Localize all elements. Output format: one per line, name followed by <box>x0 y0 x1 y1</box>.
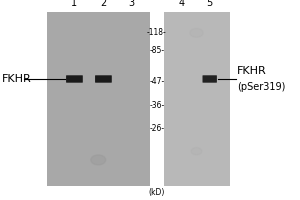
Bar <box>151 12 163 186</box>
Circle shape <box>191 148 202 155</box>
Text: -36-: -36- <box>149 101 164 110</box>
Text: -118-: -118- <box>147 28 167 37</box>
Text: -47-: -47- <box>149 77 164 86</box>
Text: FKHR: FKHR <box>237 66 267 76</box>
Text: 2: 2 <box>100 0 106 8</box>
Text: -26-: -26- <box>149 124 164 133</box>
FancyBboxPatch shape <box>202 75 217 83</box>
FancyBboxPatch shape <box>66 75 83 83</box>
Bar <box>46 12 150 186</box>
Circle shape <box>190 28 203 37</box>
Text: (kD): (kD) <box>148 188 165 197</box>
Text: -85-: -85- <box>149 46 164 55</box>
Text: 3: 3 <box>128 0 134 8</box>
Text: FKHR: FKHR <box>2 74 31 84</box>
Bar <box>164 12 230 186</box>
FancyBboxPatch shape <box>95 75 112 83</box>
Text: (pSer319): (pSer319) <box>237 82 285 92</box>
Text: 1: 1 <box>71 0 77 8</box>
Text: 4: 4 <box>179 0 185 8</box>
Text: 5: 5 <box>207 0 213 8</box>
Circle shape <box>91 155 106 165</box>
